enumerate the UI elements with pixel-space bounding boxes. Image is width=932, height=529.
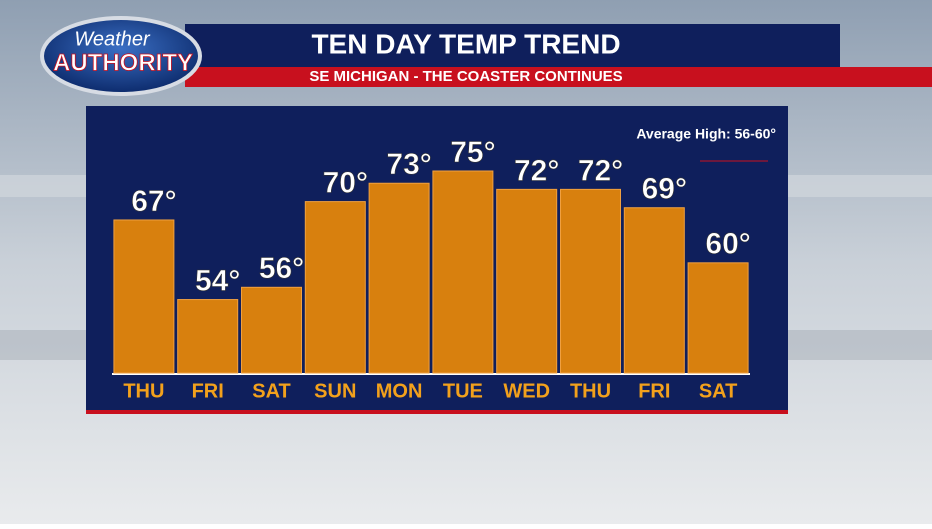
bar bbox=[241, 286, 302, 374]
panel-accent bbox=[86, 410, 788, 414]
bar bbox=[623, 207, 685, 374]
value-label: 72° bbox=[514, 154, 559, 187]
x-tick-label: FRI bbox=[638, 380, 670, 402]
x-tick-label: SAT bbox=[252, 380, 291, 402]
bar bbox=[304, 201, 366, 374]
value-label: 75° bbox=[450, 136, 495, 169]
bar bbox=[177, 299, 239, 374]
logo-text: Weather bbox=[74, 28, 151, 50]
value-label: 67° bbox=[131, 185, 176, 218]
x-tick-label: THU bbox=[570, 380, 611, 402]
logo-text: AUTHORITY bbox=[53, 49, 193, 76]
value-label: 69° bbox=[642, 173, 687, 206]
x-tick-label: FRI bbox=[192, 380, 224, 402]
title-banner bbox=[185, 24, 840, 67]
subtitle-banner bbox=[185, 67, 932, 87]
chart-subtitle: SE MICHIGAN - THE COASTER CONTINUES bbox=[309, 68, 622, 85]
x-tick-label: SUN bbox=[314, 380, 356, 402]
annotation: Average High: 56-60° bbox=[636, 126, 776, 142]
value-label: 70° bbox=[323, 167, 368, 200]
logo-badge bbox=[40, 16, 202, 96]
bar bbox=[560, 188, 621, 374]
value-label: 60° bbox=[705, 228, 750, 261]
x-tick-label: MON bbox=[376, 380, 423, 402]
value-label: 56° bbox=[259, 252, 304, 285]
x-tick-label: WED bbox=[503, 380, 550, 402]
value-label: 73° bbox=[386, 148, 431, 181]
value-label: 54° bbox=[195, 264, 240, 297]
chart-title: TEN DAY TEMP TREND bbox=[311, 28, 620, 59]
bar bbox=[368, 182, 430, 374]
x-tick-label: SAT bbox=[699, 380, 738, 402]
bar bbox=[113, 219, 175, 374]
x-tick-label: TUE bbox=[443, 380, 483, 402]
bar bbox=[432, 170, 494, 374]
value-label: 72° bbox=[578, 154, 623, 187]
bar bbox=[687, 262, 749, 374]
x-tick-label: THU bbox=[123, 380, 164, 402]
bar bbox=[496, 188, 558, 374]
